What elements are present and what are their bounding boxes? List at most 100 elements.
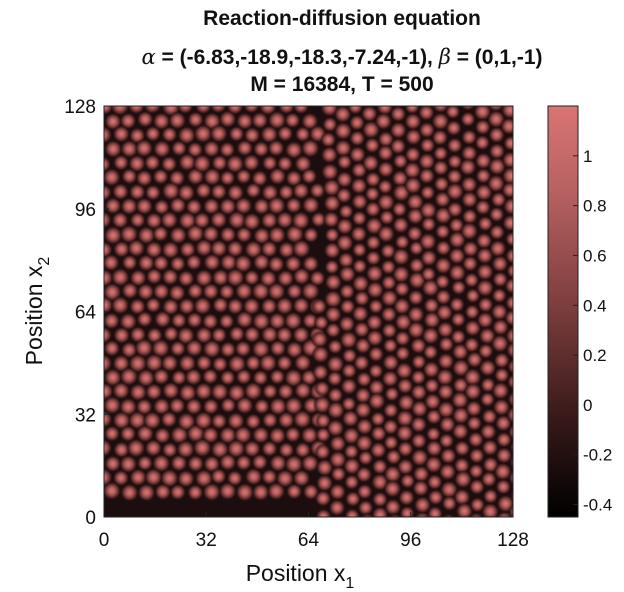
heatmap-spot [292, 296, 311, 315]
heatmap-spot [460, 190, 479, 209]
heatmap-spot [226, 469, 244, 487]
heatmap-spot [466, 415, 483, 432]
x-tick-label: 64 [298, 530, 320, 551]
heatmap-spot [242, 297, 261, 316]
heatmap-spot [495, 478, 512, 495]
heatmap-spot [315, 474, 334, 493]
heatmap-spot [479, 423, 497, 441]
heatmap-spot [104, 125, 113, 145]
heatmap-spot [460, 175, 479, 194]
heatmap-spot [210, 382, 230, 402]
heatmap-spot [475, 232, 493, 250]
heatmap-spot [119, 425, 137, 443]
heatmap-spot [111, 381, 131, 400]
heatmap-spot [185, 83, 204, 102]
heatmap-spot [328, 499, 346, 517]
chart-subtitle-size: M = 16384, T = 500 [250, 73, 434, 96]
heatmap-spot [328, 483, 347, 501]
heatmap-spot [104, 253, 120, 272]
heatmap-spot [448, 247, 466, 265]
heatmap-spot [269, 368, 286, 385]
heatmap-spot [235, 396, 254, 415]
heatmap-spot [367, 345, 385, 363]
heatmap-spot [127, 154, 147, 173]
heatmap-spot [252, 197, 271, 216]
heatmap-spot [202, 197, 221, 216]
heatmap-spot [360, 106, 378, 123]
heatmap-spot [120, 197, 139, 216]
heatmap-spot [194, 381, 214, 401]
heatmap-spot [226, 297, 245, 316]
heatmap-spot [382, 337, 399, 354]
heatmap-spot [491, 381, 510, 400]
heatmap-spot [509, 440, 513, 454]
heatmap-spot [432, 106, 450, 114]
heatmap-spot [294, 126, 311, 143]
heatmap-spot [186, 454, 205, 473]
heatmap-spot [418, 88, 435, 105]
heatmap-spot [320, 131, 337, 148]
heatmap-spot [389, 121, 408, 140]
heatmap-spot [104, 454, 122, 473]
heatmap-spot [476, 246, 494, 265]
heatmap-spot [422, 360, 441, 379]
heatmap-spot [218, 283, 236, 301]
heatmap-spot [144, 240, 164, 259]
heatmap-spot [170, 369, 188, 386]
heatmap-spot [335, 187, 353, 204]
heatmap-spot [104, 139, 123, 159]
heatmap-spot [293, 381, 313, 400]
heatmap-spot [104, 433, 105, 437]
heatmap-spot [329, 434, 347, 453]
heatmap-spot [435, 303, 454, 322]
heatmap-spot [349, 130, 366, 147]
heatmap-spot [314, 443, 331, 461]
heatmap-spot [396, 377, 414, 395]
heatmap-spot [284, 140, 304, 160]
heatmap-spot [228, 125, 245, 143]
heatmap-spot [327, 386, 344, 404]
heatmap-spot [268, 453, 288, 473]
heatmap-spot [244, 467, 263, 486]
heatmap-spot [143, 154, 161, 172]
heatmap-spot [450, 390, 470, 410]
heatmap-spot [186, 311, 204, 329]
heatmap-spot [468, 463, 485, 480]
y-axis-label: Position x2 [21, 257, 53, 366]
heatmap-spot [251, 453, 269, 471]
heatmap-spot [267, 196, 287, 216]
heatmap-spot [177, 183, 196, 202]
heatmap-spot [383, 434, 399, 451]
heatmap-spot [446, 137, 464, 154]
heatmap-spot [225, 267, 246, 288]
heatmap-spot [292, 267, 311, 286]
heatmap-spot [353, 321, 371, 338]
heatmap-spot [309, 269, 326, 287]
heatmap-spot [260, 240, 279, 258]
heatmap-spot [412, 465, 431, 483]
heatmap-spot [226, 439, 246, 459]
heatmap-spot [250, 111, 269, 130]
heatmap-spot [193, 410, 214, 431]
heatmap-spot [409, 337, 427, 355]
heatmap-spot [403, 176, 423, 195]
heatmap-spot [368, 363, 384, 379]
heatmap-spot [219, 341, 237, 359]
heatmap-spot [335, 233, 354, 252]
heatmap-spot [468, 478, 486, 496]
heatmap-spot [202, 282, 220, 301]
heatmap-spot [476, 311, 495, 329]
heatmap-spot [398, 489, 416, 507]
heatmap-spot [389, 137, 407, 155]
heatmap-spot [313, 314, 330, 331]
heatmap-spot [436, 383, 455, 401]
heatmap-spot [235, 168, 252, 185]
heatmap-spot [468, 512, 484, 517]
heatmap-spot [320, 145, 339, 164]
heatmap-spot [420, 216, 437, 233]
heatmap-spot [178, 353, 197, 373]
heatmap-spot [152, 139, 172, 159]
heatmap-spot [268, 396, 288, 416]
heatmap-spot [367, 378, 386, 397]
